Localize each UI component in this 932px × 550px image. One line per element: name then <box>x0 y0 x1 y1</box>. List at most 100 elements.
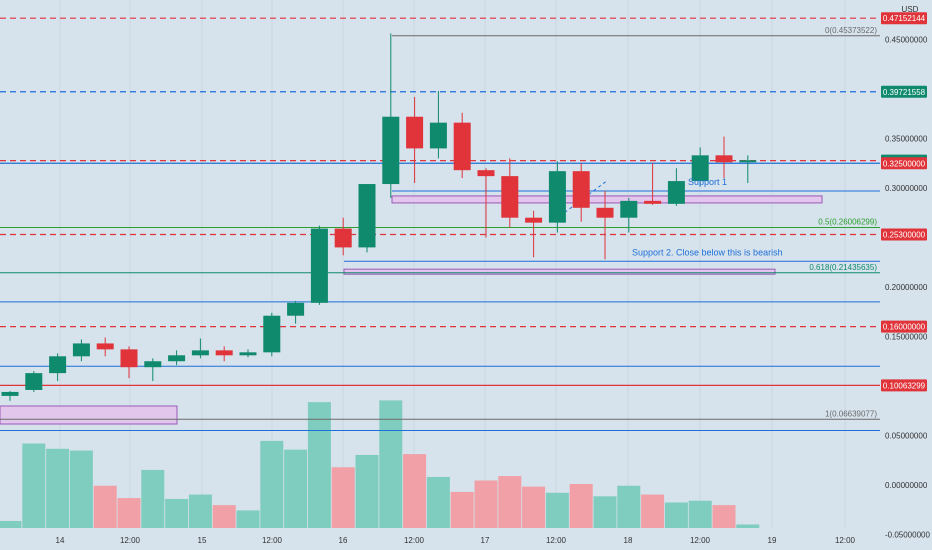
price-badge <box>881 228 927 241</box>
candle-body <box>144 361 162 368</box>
candle-body <box>239 352 257 356</box>
candle-body <box>49 356 67 374</box>
volume-bar <box>212 505 236 528</box>
volume-bar <box>284 449 308 528</box>
candle-body <box>72 343 90 357</box>
candle-body <box>120 349 138 368</box>
fib-level-label: 0(0.45373522) <box>825 26 877 35</box>
time-axis: 14 12:00 15 12:00 16 12:00 17 12:00 18 12:00 19 12:… <box>56 536 856 545</box>
volume-bar <box>522 486 546 528</box>
candle-body <box>168 355 186 362</box>
volume-bar <box>593 496 617 528</box>
volume-bar <box>403 454 427 528</box>
volume-bar <box>69 450 93 528</box>
x-tick-label: 12:00 <box>262 536 283 545</box>
y-tick-label: -0.05000000 <box>885 531 930 540</box>
currency-label: USD <box>902 5 919 14</box>
volume-bar <box>188 494 212 528</box>
fib-level-label: 0.5(0.26006299) <box>818 218 877 227</box>
candle-body <box>572 171 590 208</box>
x-tick-label: 12:00 <box>835 536 856 545</box>
x-tick-label: 12:00 <box>690 536 711 545</box>
x-tick-label: 16 <box>339 536 348 545</box>
candle-body <box>382 116 400 185</box>
x-tick-label: 19 <box>768 536 777 545</box>
y-tick-label: 0.05000000 <box>885 432 928 441</box>
volume-bar <box>307 402 331 528</box>
candle-body <box>620 200 638 218</box>
price-axis-panel[interactable] <box>880 0 932 550</box>
volume-bar <box>331 467 355 528</box>
x-tick-label: 12:00 <box>120 536 141 545</box>
price-badge-label: 0.16000000 <box>883 323 926 332</box>
volume-bar <box>498 476 522 528</box>
volume-bar <box>117 498 141 528</box>
volume-bar <box>617 485 641 528</box>
volume-bar <box>355 454 379 528</box>
x-tick-label: 12:00 <box>404 536 425 545</box>
volume-bar <box>712 505 736 528</box>
x-tick-label: 17 <box>481 536 490 545</box>
support-2-label: Support 2. Close below this is bearish <box>632 247 783 257</box>
price-badge <box>881 157 927 170</box>
volume-bar <box>260 440 284 528</box>
annotations-layer: Support 1 Support 2. Close below this is … <box>632 177 783 257</box>
candle-body <box>596 207 614 218</box>
volume-bar <box>688 500 712 528</box>
support-1-zone <box>391 195 823 204</box>
candle-body <box>310 228 328 303</box>
price-badge-label: 0.39721558 <box>883 88 926 97</box>
candle-body <box>477 170 495 177</box>
candle-body <box>739 160 757 163</box>
candle-body <box>263 315 281 353</box>
volume-bar <box>93 485 117 528</box>
price-badges: 0.471521440.397215580.327629440.32500000… <box>881 12 927 392</box>
price-badge-label: 0.32500000 <box>883 159 926 168</box>
candle-body <box>191 350 209 356</box>
support-1-label: Support 1 <box>688 177 727 187</box>
volume-bar <box>426 476 450 528</box>
fib-level-label: 0.618(0.21435635) <box>809 263 877 272</box>
price-badge <box>881 12 927 25</box>
candle-body <box>715 155 733 163</box>
support-2-zone <box>343 268 776 275</box>
volume-bar <box>664 502 688 528</box>
x-tick-label: 18 <box>624 536 633 545</box>
y-tick-label: 0.15000000 <box>885 333 928 342</box>
candle-body <box>453 122 471 171</box>
x-tick-label: 12:00 <box>546 536 567 545</box>
time-axis-panel[interactable] <box>0 528 932 550</box>
candle-body <box>215 350 233 356</box>
y-tick-label: 0.20000000 <box>885 283 928 292</box>
x-tick-label: 15 <box>198 536 207 545</box>
volume-bar <box>22 443 46 528</box>
candle-body <box>667 181 685 204</box>
candle-body <box>1 391 19 396</box>
volume-bar <box>141 469 165 528</box>
y-tick-label: 0.30000000 <box>885 184 928 193</box>
price-badge-label: 0.25300000 <box>883 231 926 240</box>
candle-body <box>501 176 519 218</box>
volume-bar <box>545 492 569 528</box>
volume-bar <box>450 491 474 528</box>
price-badge <box>881 379 927 392</box>
candle-body <box>429 122 447 149</box>
volume-bar <box>474 480 498 528</box>
x-tick-label: 14 <box>56 536 65 545</box>
candle-body <box>287 302 305 316</box>
candle-body <box>406 116 424 149</box>
price-badge-label: 0.47152144 <box>883 14 926 23</box>
price-badge <box>881 85 927 98</box>
candle-body <box>334 228 352 248</box>
price-badge <box>881 320 927 333</box>
volume-layer <box>0 400 760 528</box>
grid-layer <box>59 0 846 528</box>
candle-body <box>358 184 376 248</box>
candle-body <box>548 171 566 223</box>
candle-body <box>525 217 543 223</box>
volume-bar <box>736 524 760 528</box>
y-tick-label: 0.45000000 <box>885 36 928 45</box>
volume-bar <box>165 498 189 528</box>
